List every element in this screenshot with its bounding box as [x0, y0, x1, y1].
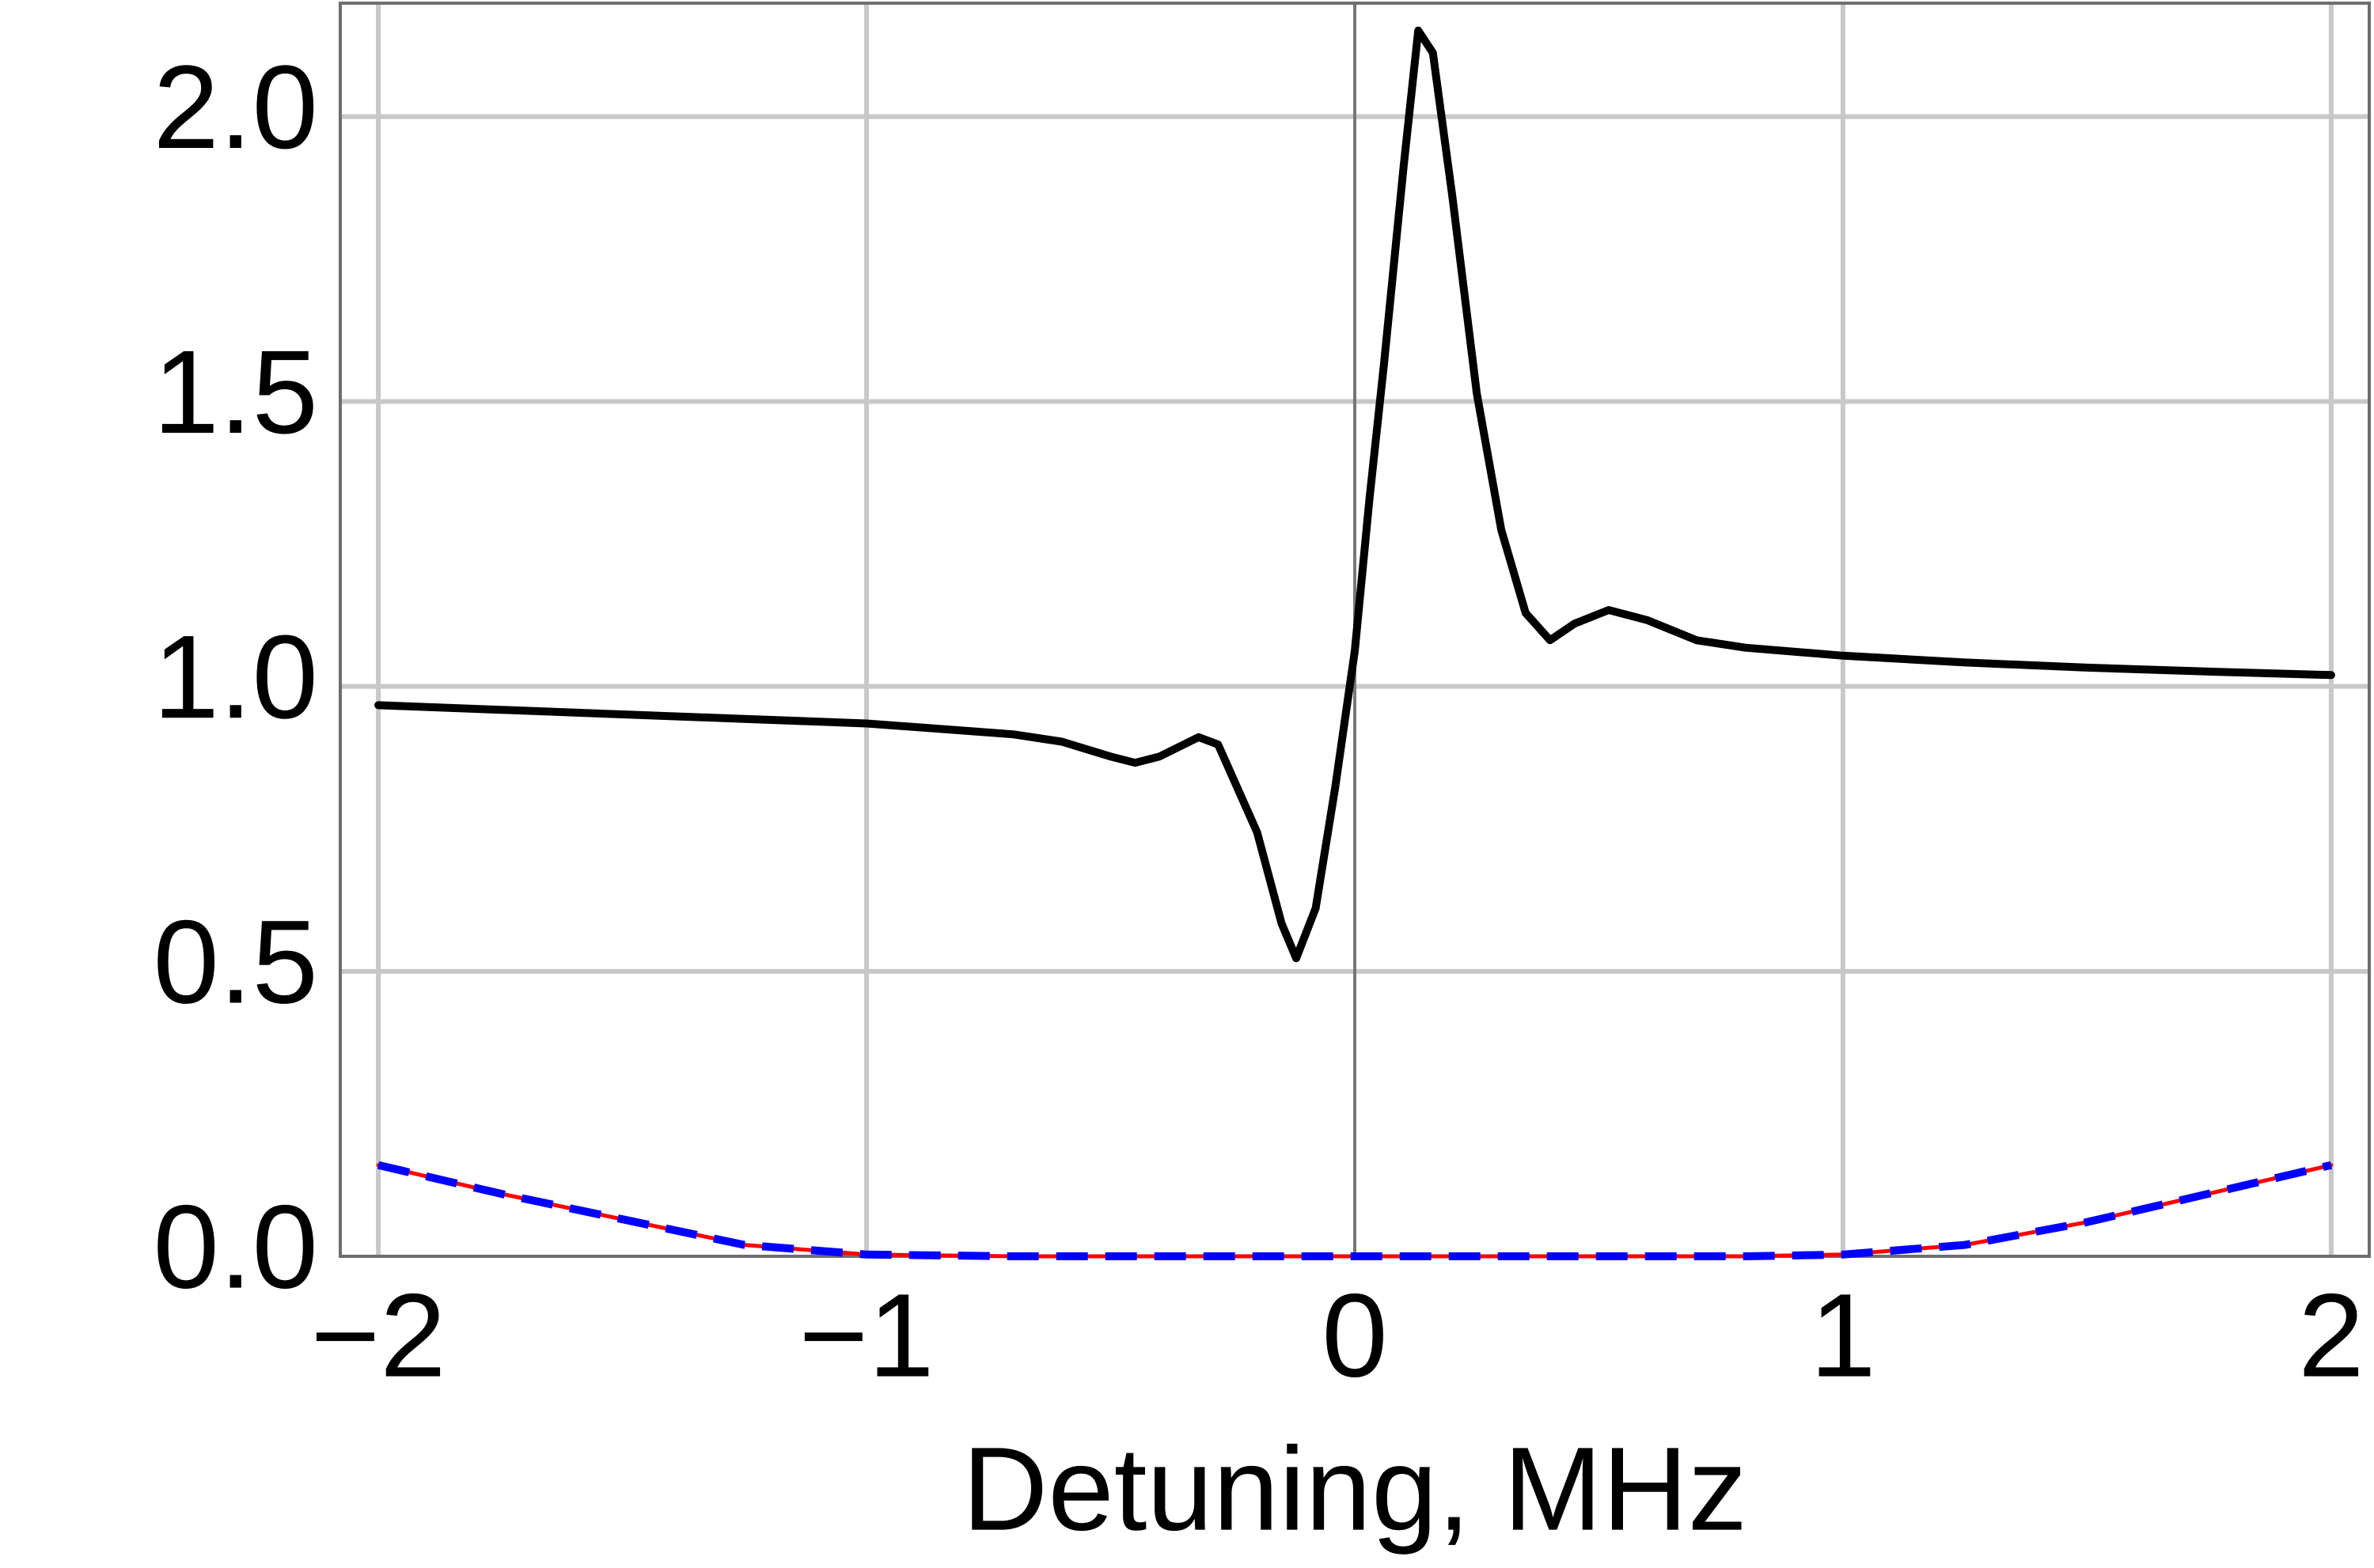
y-tick-label: 1.0 [153, 610, 318, 743]
y-tick-label: 0.0 [153, 1180, 318, 1313]
x-tick-label: 2 [2298, 1269, 2364, 1402]
y-tick-label: 2.0 [153, 40, 318, 173]
x-tick-label: −2 [311, 1269, 446, 1402]
line-series [374, 26, 2335, 963]
x-tick-label: −1 [799, 1269, 935, 1402]
x-tick-label: 0 [1322, 1269, 1387, 1402]
x-axis-label: Detuning, MHz [962, 1422, 1747, 1555]
y-tick-label: 1.5 [153, 325, 318, 458]
x-tick-label: 1 [1810, 1269, 1875, 1402]
line-series [377, 1161, 2333, 1260]
y-tick-label: 0.5 [153, 895, 318, 1028]
